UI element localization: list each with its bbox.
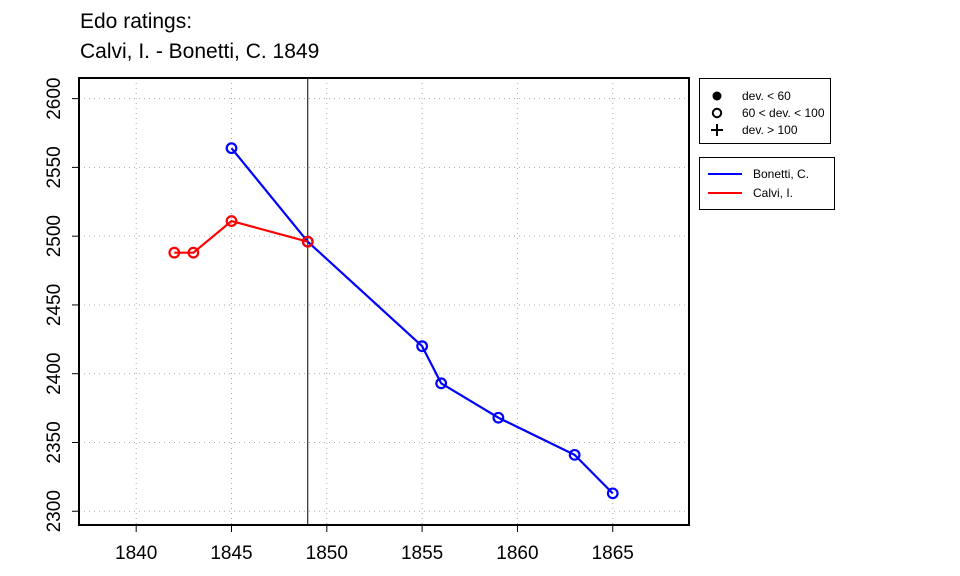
- data-point-marker: [301, 235, 314, 248]
- series-legend-swatch: [708, 173, 742, 175]
- chart-title-line2: Calvi, I. - Bonetti, C. 1849: [80, 40, 320, 63]
- y-axis-tick-label: 2350: [44, 421, 65, 463]
- data-point-marker: [225, 215, 238, 227]
- series-legend-swatch: [708, 192, 742, 194]
- x-axis-tick-label: 1865: [592, 543, 634, 564]
- deviation-legend-label: dev. < 60: [742, 89, 791, 103]
- deviation-legend-row: 60 < dev. < 100: [700, 105, 830, 121]
- y-axis-tick-label: 2450: [44, 284, 65, 326]
- deviation-legend-label: 60 < dev. < 100: [742, 106, 825, 120]
- y-axis-tick-label: 2600: [44, 77, 65, 119]
- plot-frame: [78, 77, 690, 526]
- plus-icon: [711, 124, 723, 136]
- deviation-legend: dev. < 60 60 < dev. < 100 dev. > 100: [699, 78, 831, 144]
- deviation-legend-row: dev. > 100: [700, 122, 830, 138]
- x-axis-tick-label: 1845: [210, 543, 252, 564]
- data-point-marker: [568, 448, 581, 461]
- x-axis-tick-label: 1840: [115, 543, 157, 564]
- series-layer: [168, 142, 619, 500]
- data-point-marker: [606, 487, 619, 500]
- deviation-legend-label: dev. > 100: [742, 123, 798, 137]
- x-axis-tick-label: 1855: [401, 543, 443, 564]
- series-line: [174, 219, 309, 254]
- y-axis-tick-label: 2550: [44, 146, 65, 188]
- y-axis-tick-label: 2400: [44, 353, 65, 395]
- series-legend-row: Bonetti, C.: [700, 166, 834, 182]
- data-point-marker: [187, 246, 200, 259]
- open-circle-icon: [711, 107, 723, 119]
- deviation-legend-row: dev. < 60: [700, 88, 830, 104]
- series-legend-label: Calvi, I.: [753, 186, 794, 200]
- series-line: [230, 147, 614, 495]
- data-point-marker: [435, 377, 448, 390]
- x-axis-tick-label: 1850: [306, 543, 348, 564]
- data-point-marker: [416, 340, 429, 353]
- series-legend-row: Calvi, I.: [700, 185, 834, 201]
- chart-title-line1: Edo ratings:: [80, 10, 193, 33]
- filled-circle-icon: [712, 91, 722, 101]
- axes: 1840 1845 1850 1855 1860 1865 2300 2350 2400 2450…: [44, 77, 634, 564]
- data-point-marker: [168, 246, 181, 259]
- data-point-marker: [225, 142, 238, 155]
- data-point-marker: [492, 411, 505, 424]
- x-axis-tick-label: 1860: [496, 543, 538, 564]
- series-legend: Bonetti, C. Calvi, I.: [699, 157, 835, 210]
- y-axis-tick-label: 2300: [44, 490, 65, 532]
- series-legend-label: Bonetti, C.: [753, 167, 810, 181]
- y-axis-tick-label: 2500: [44, 215, 65, 257]
- grid: [79, 78, 689, 525]
